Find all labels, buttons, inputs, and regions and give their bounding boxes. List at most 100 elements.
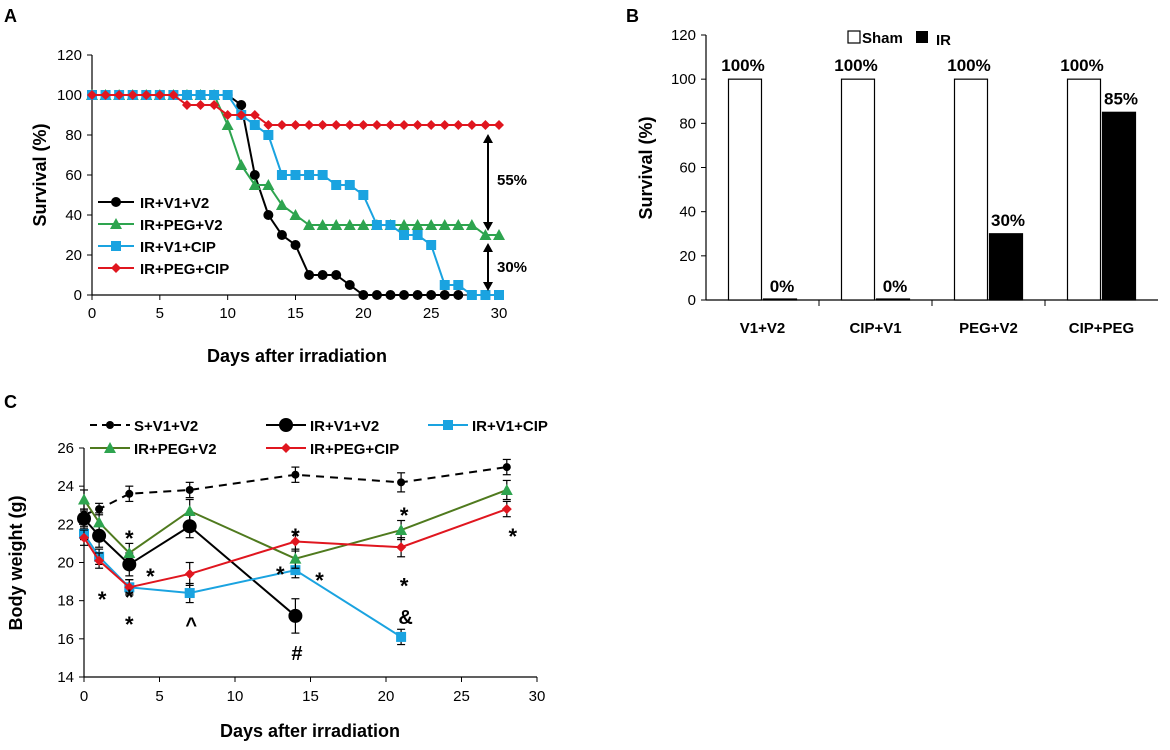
- panel-a-x-tick-label: 10: [219, 305, 236, 322]
- panel-c-legend-label: IR+PEG+CIP: [310, 441, 399, 458]
- panel-c-significance-mark: #: [291, 643, 302, 665]
- panel-a-point: [316, 219, 329, 230]
- panel-c-point: [502, 463, 511, 472]
- panel-a-label: A: [4, 6, 17, 26]
- panel-a-point: [304, 270, 315, 280]
- panel-a-point: [249, 120, 260, 130]
- panel-a-point: [479, 229, 492, 240]
- panel-a-point: [263, 130, 274, 140]
- panel-a-point: [249, 110, 260, 120]
- panel-c-significance-mark: *: [98, 587, 107, 612]
- panel-a-point: [399, 290, 410, 300]
- panel-a-point: [222, 110, 233, 120]
- panel-a-point: [480, 120, 491, 130]
- panel-b-bar-sham: [953, 78, 989, 301]
- panel-c-point: [125, 489, 134, 498]
- panel-a-ylabel: Survival (%): [30, 123, 50, 226]
- panel-a-point: [263, 120, 274, 130]
- panel-c-significance-mark: &: [398, 607, 412, 629]
- panel-a-point: [222, 90, 233, 100]
- panel-a-point: [494, 290, 504, 300]
- panel-a-point: [411, 219, 424, 230]
- panel-a-legend-marker: [111, 263, 121, 273]
- panel-a-point: [439, 120, 450, 130]
- panel-a-point: [371, 120, 382, 130]
- panel-a-arrow-lower-head-top: [483, 243, 493, 252]
- panel-a-xlabel: Days after irradiation: [207, 346, 387, 366]
- panel-a-y-tick-label: 40: [65, 207, 82, 224]
- panel-a-point: [248, 179, 261, 190]
- panel-a-point: [453, 120, 464, 130]
- panel-c-point: [501, 504, 512, 515]
- panel-b-bar-value-label: 30%: [991, 211, 1025, 230]
- panel-c-point: [124, 582, 135, 593]
- panel-b-bar-value-label: 100%: [947, 56, 990, 75]
- panel-a-point: [275, 199, 288, 210]
- panel-b-bar-value-label: 100%: [1060, 56, 1103, 75]
- panel-a-point: [343, 219, 356, 230]
- panel-a-point: [100, 90, 111, 100]
- panel-c-point: [500, 483, 513, 495]
- panel-a-point: [303, 219, 316, 230]
- panel-c-point: [291, 470, 300, 479]
- panel-a-point: [426, 120, 437, 130]
- panel-a-arrow-lower-head-bottom: [483, 282, 493, 291]
- panel-c-legend-marker: [104, 442, 116, 453]
- panel-a-point: [494, 120, 504, 130]
- panel-c-xlabel: Days after irradiation: [220, 721, 400, 741]
- panel-c-significance-mark: *: [291, 524, 300, 549]
- panel-c-point: [183, 504, 196, 516]
- panel-a-chart: 0 20 40 60 80 100 120 0 5 10 15 20 25 30 IR+V1+V2 IR+PE…: [57, 47, 507, 322]
- panel-b-category-label: CIP+V1: [849, 320, 901, 337]
- panel-a-point: [385, 120, 396, 130]
- panel-c-point: [185, 485, 194, 494]
- panel-a-point: [425, 219, 438, 230]
- panel-a-point: [317, 120, 328, 130]
- panel-a-point: [236, 110, 247, 120]
- panel-a-point: [412, 120, 423, 130]
- panel-a-point: [398, 219, 411, 230]
- panel-c-point: [95, 505, 104, 514]
- panel-b-y-tick-label: 20: [679, 248, 696, 265]
- panel-a-point: [290, 120, 301, 130]
- panel-a-y-tick-label: 120: [57, 47, 82, 64]
- panel-b-bar-ir: [762, 298, 798, 301]
- panel-a-point: [168, 90, 179, 100]
- panel-b-bar-value-label: 85%: [1104, 89, 1138, 108]
- panel-a-point: [276, 170, 287, 180]
- panel-a-point: [195, 90, 206, 100]
- panel-c-y-tick-label: 24: [57, 478, 74, 495]
- panel-a-point: [87, 90, 97, 100]
- panel-c-significance-mark: *: [125, 585, 134, 610]
- panel-a-legend-label: IR+PEG+V2: [140, 217, 223, 234]
- panel-c-point: [396, 542, 407, 553]
- panel-c-y-tick-label: 22: [57, 516, 74, 533]
- panel-a-legend-label: IR+V1+CIP: [140, 239, 216, 256]
- panel-c-legend-marker: [281, 443, 291, 453]
- panel-a-point: [385, 220, 396, 230]
- panel-a-point: [290, 170, 301, 180]
- panel-c-ylabel: Body weight (g): [6, 496, 26, 631]
- panel-a-point: [317, 270, 328, 280]
- panel-a-gap-upper-label: 55%: [497, 172, 527, 189]
- panel-b-category-label: PEG+V2: [959, 320, 1018, 337]
- panel-a-point: [263, 210, 274, 220]
- panel-a-point: [465, 219, 478, 230]
- panel-c-point: [77, 511, 91, 526]
- panel-a-point: [209, 90, 220, 100]
- panel-a-point: [276, 230, 287, 240]
- panel-a-point: [412, 230, 423, 240]
- panel-c-significance-mark: *: [276, 562, 285, 587]
- panel-c-significance-mark: *: [400, 574, 409, 599]
- panel-c-significance-mark: *: [125, 612, 134, 637]
- panel-a-point: [304, 120, 315, 130]
- panel-c-point: [122, 557, 137, 572]
- panel-a-point: [262, 179, 275, 190]
- panel-b-bar-sham: [727, 78, 763, 301]
- panel-b-y-tick-label: 80: [679, 115, 696, 132]
- panel-c-x-tick-label: 0: [80, 688, 88, 705]
- panel-c-legend-marker: [443, 420, 453, 430]
- panel-b-bar-value-label: 100%: [721, 56, 764, 75]
- panel-a-y-tick-label: 80: [65, 127, 82, 144]
